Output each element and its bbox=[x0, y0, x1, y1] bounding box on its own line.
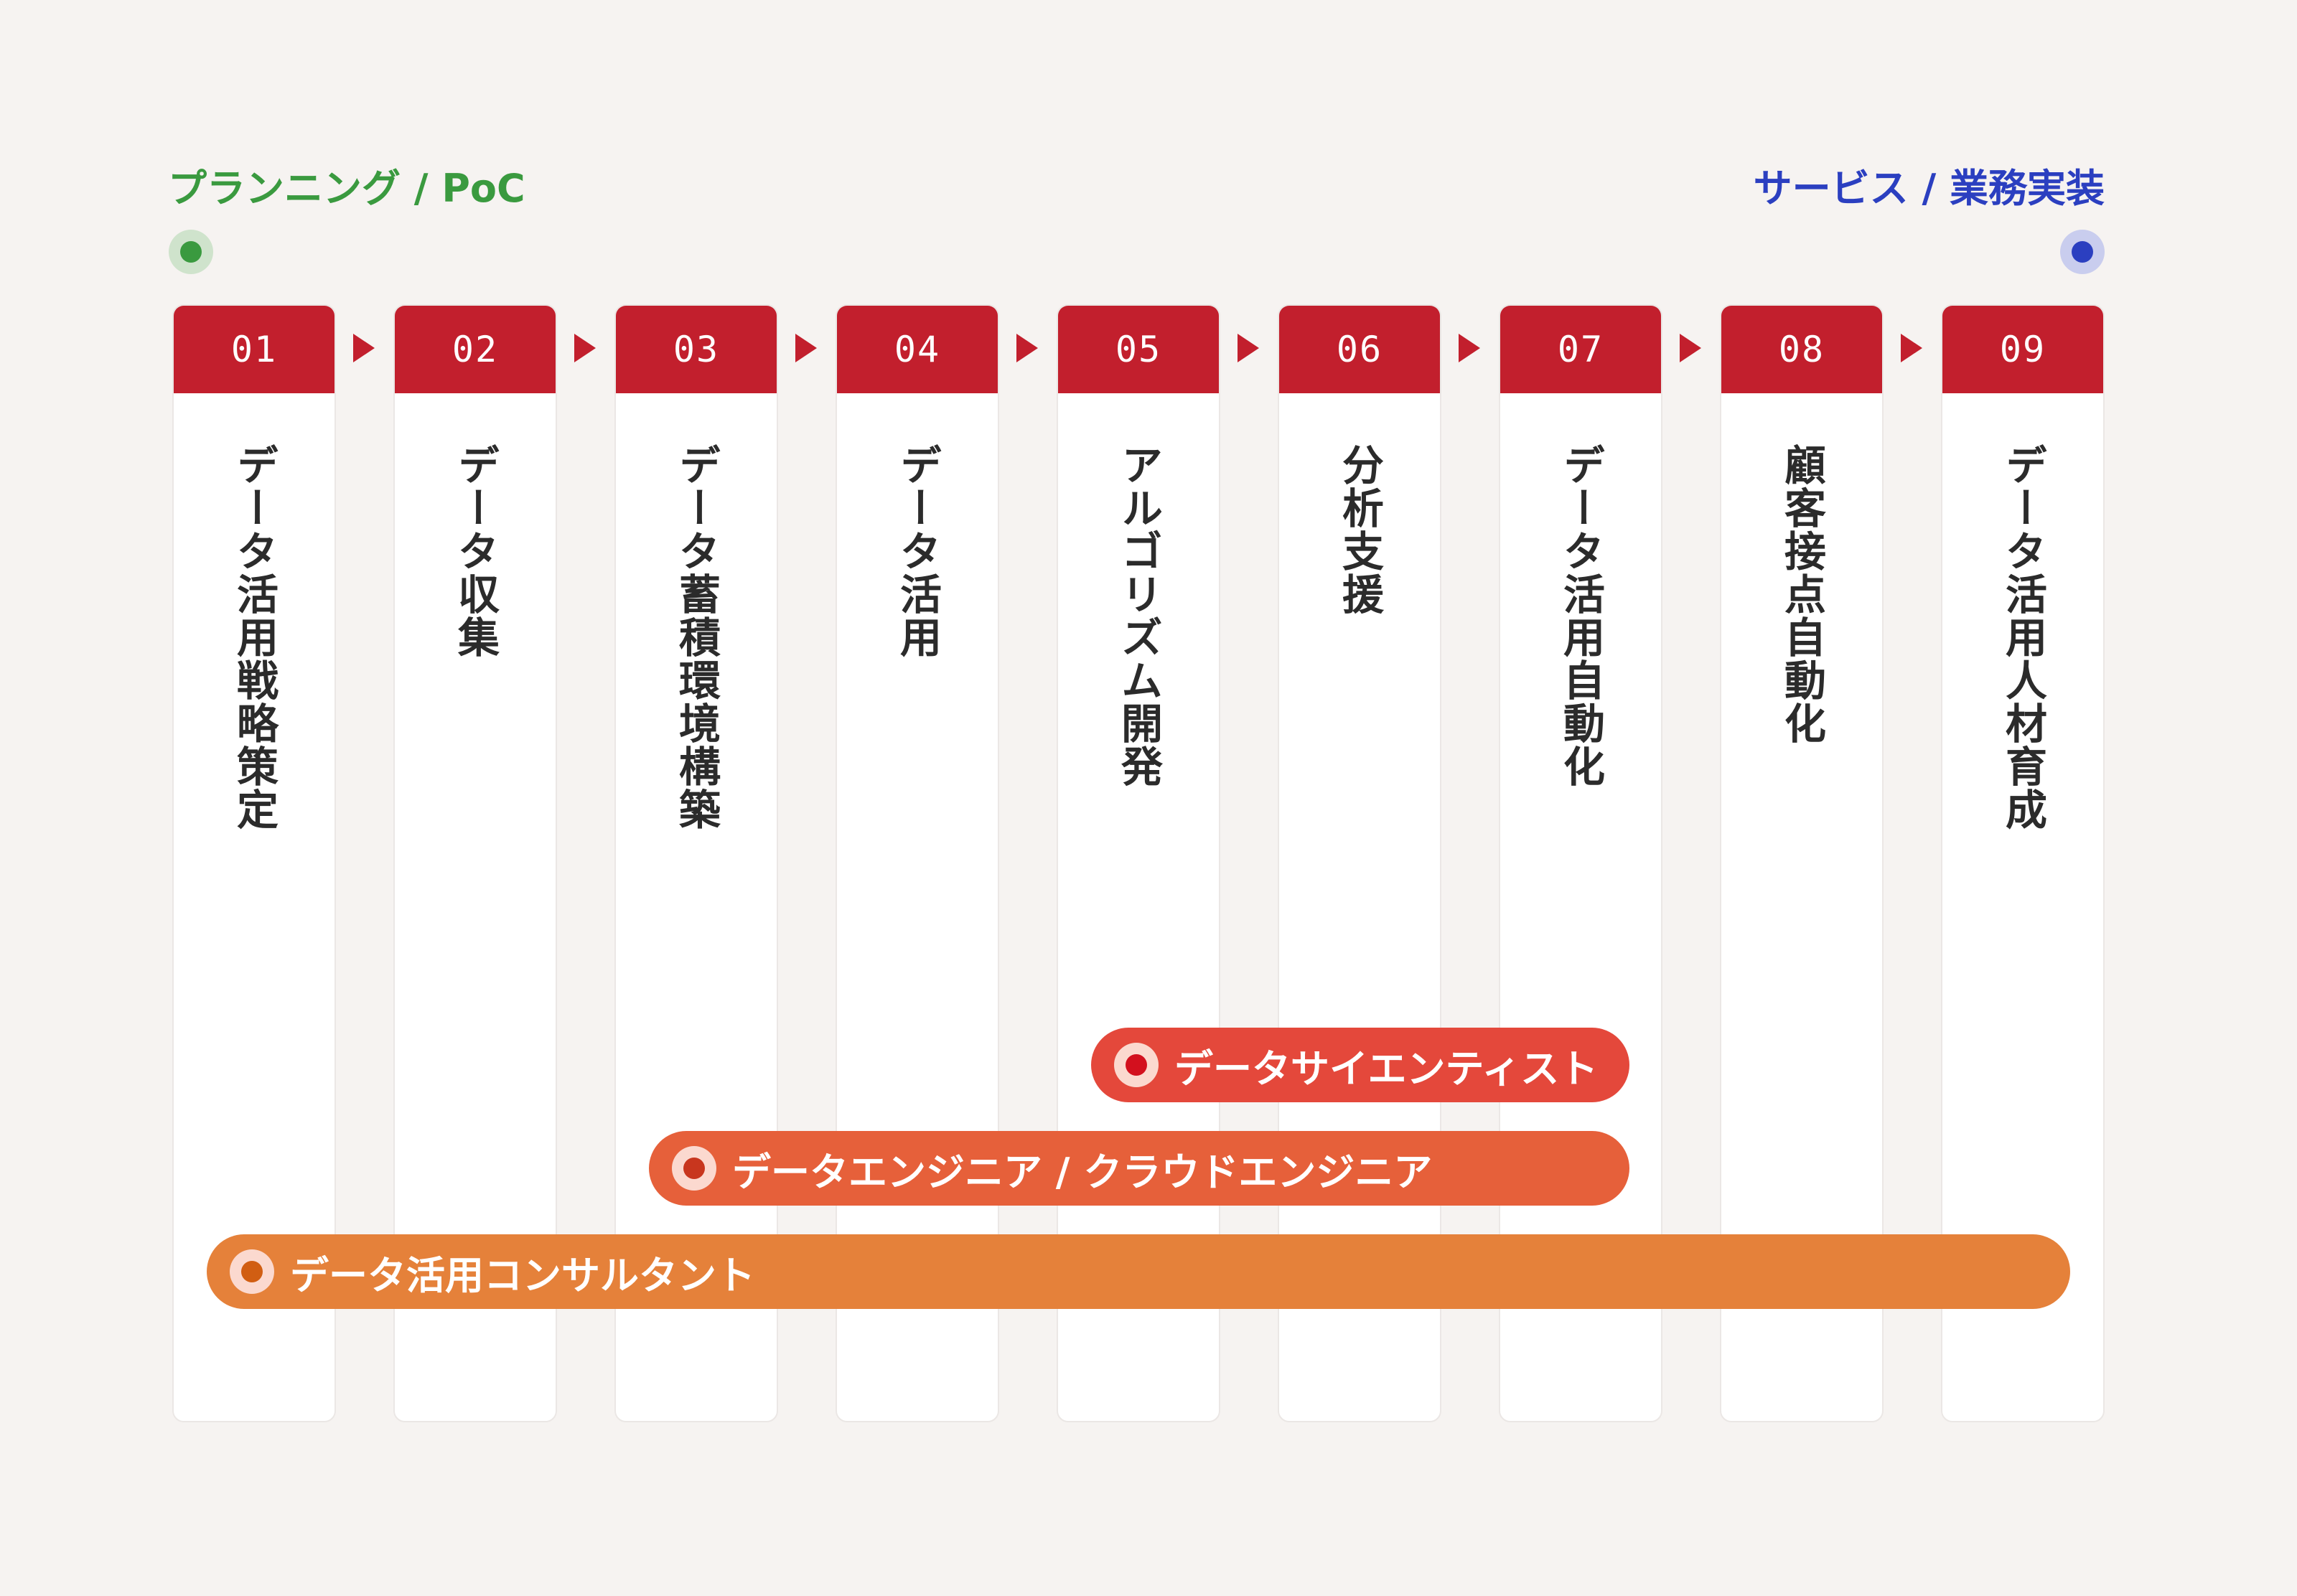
step-number: 04 bbox=[837, 306, 998, 393]
timeline-dotted-line bbox=[226, 250, 2052, 254]
phase-end-label: サービス / 業務実装 bbox=[1753, 166, 2105, 211]
step-arrow-icon bbox=[353, 334, 375, 362]
step-label: データ活用人材育成 bbox=[1998, 443, 2047, 831]
phase-start-label: プランニング / PoC bbox=[168, 166, 525, 211]
step-label: データ蓄積環境構築 bbox=[672, 443, 721, 831]
step-number: 02 bbox=[395, 306, 556, 393]
step-number: 05 bbox=[1058, 306, 1219, 393]
step-label: アルゴリズム開発 bbox=[1114, 443, 1163, 788]
role-label: データエンジニア / クラウドエンジニア bbox=[732, 1149, 1433, 1195]
role-circle-icon bbox=[1114, 1043, 1159, 1087]
step-number: 06 bbox=[1279, 306, 1440, 393]
step-arrow-icon bbox=[1016, 334, 1038, 362]
step-label: データ収集 bbox=[451, 443, 500, 659]
step-arrow-icon bbox=[1901, 334, 1922, 362]
role-bar-data-engineer: データエンジニア / クラウドエンジニア bbox=[649, 1131, 1629, 1206]
step-label: データ活用 bbox=[893, 443, 942, 659]
step-number: 01 bbox=[174, 306, 335, 393]
step-number: 09 bbox=[1942, 306, 2103, 393]
step-arrow-icon bbox=[1680, 334, 1701, 362]
role-bar-data-consultant: データ活用コンサルタント bbox=[207, 1234, 2070, 1309]
role-label: データサイエンティスト bbox=[1174, 1046, 1599, 1092]
step-number: 07 bbox=[1500, 306, 1661, 393]
phase-start-marker-icon bbox=[169, 230, 213, 274]
step-label: データ活用自動化 bbox=[1556, 443, 1605, 788]
step-arrow-icon bbox=[1238, 334, 1259, 362]
step-number: 03 bbox=[616, 306, 777, 393]
step-label: 顧客接点自動化 bbox=[1777, 443, 1826, 745]
role-circle-icon bbox=[230, 1249, 274, 1294]
phase-end-marker-icon bbox=[2060, 230, 2105, 274]
role-label: データ活用コンサルタント bbox=[290, 1252, 755, 1298]
step-label: データ活用戦略策定 bbox=[230, 443, 279, 831]
role-circle-icon bbox=[672, 1146, 716, 1191]
step-arrow-icon bbox=[1459, 334, 1480, 362]
step-label: 分析支援 bbox=[1335, 443, 1384, 616]
step-number: 08 bbox=[1721, 306, 1882, 393]
role-bar-data-scientist: データサイエンティスト bbox=[1091, 1028, 1629, 1102]
step-arrow-icon bbox=[795, 334, 817, 362]
step-arrow-icon bbox=[574, 334, 596, 362]
